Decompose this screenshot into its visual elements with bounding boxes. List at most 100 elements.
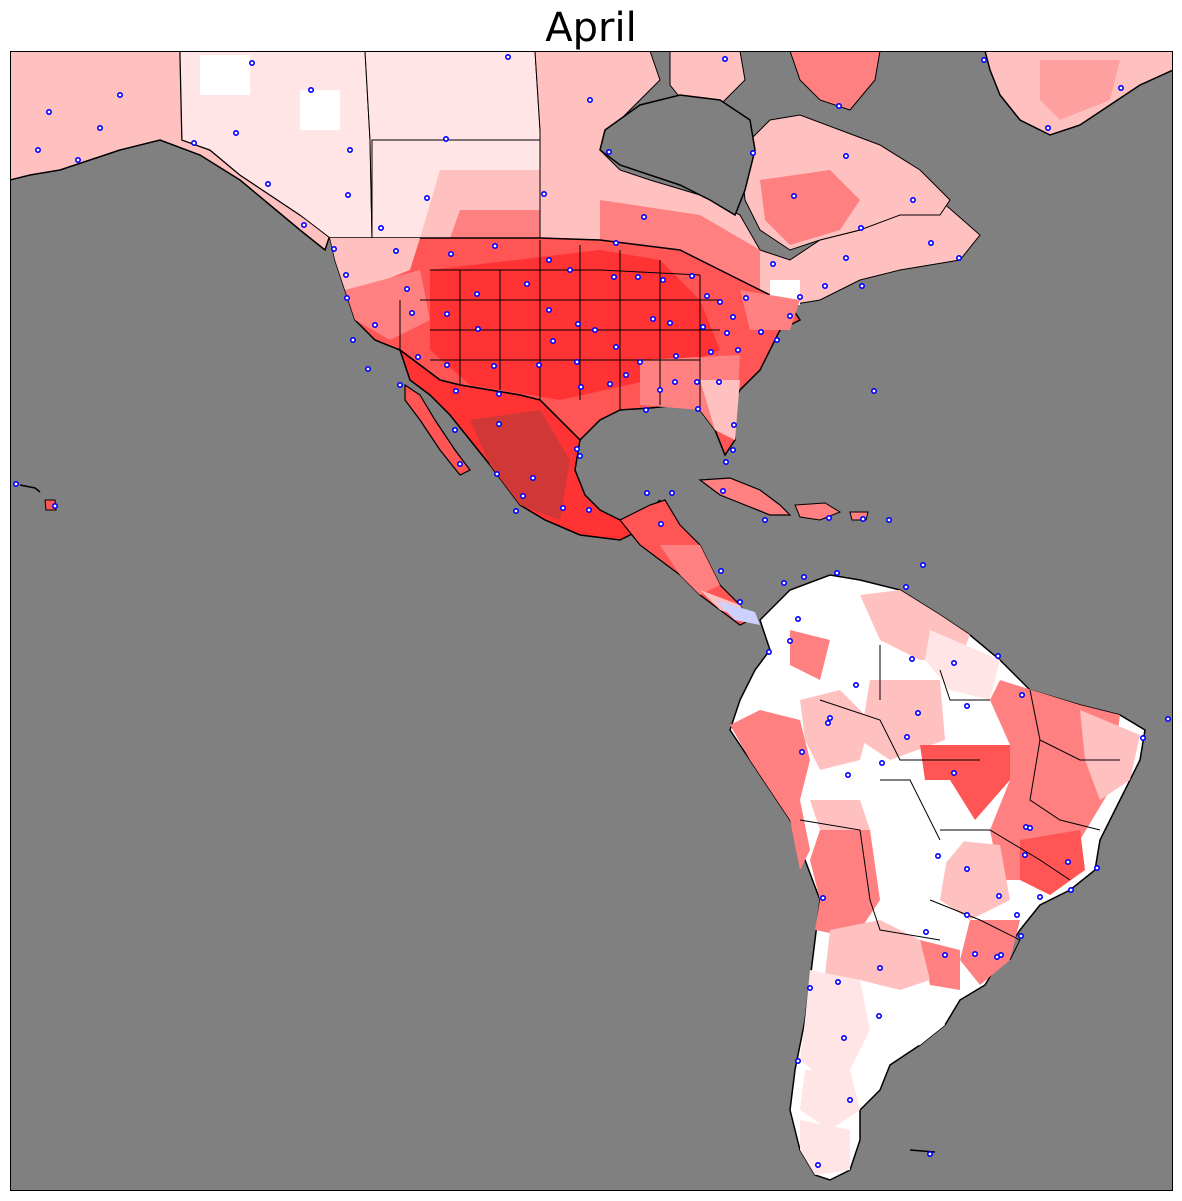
station-marker bbox=[45, 109, 52, 116]
station-marker bbox=[1045, 125, 1052, 132]
station-marker bbox=[876, 964, 883, 971]
station-marker bbox=[643, 489, 650, 496]
station-marker bbox=[495, 390, 502, 397]
station-marker bbox=[403, 285, 410, 292]
station-marker bbox=[672, 352, 679, 359]
station-marker bbox=[586, 97, 593, 104]
station-marker bbox=[606, 380, 613, 387]
station-marker bbox=[456, 460, 463, 467]
station-marker bbox=[859, 515, 866, 522]
station-marker bbox=[1018, 691, 1025, 698]
station-marker bbox=[716, 298, 723, 305]
station-marker bbox=[995, 892, 1002, 899]
station-marker bbox=[715, 378, 722, 385]
station-marker bbox=[264, 181, 271, 188]
station-marker bbox=[688, 272, 695, 279]
region-baja bbox=[404, 383, 471, 476]
station-marker bbox=[926, 1151, 933, 1158]
station-marker bbox=[34, 147, 41, 154]
station-marker bbox=[840, 1035, 847, 1042]
station-marker bbox=[870, 387, 877, 394]
station-marker bbox=[941, 951, 948, 958]
station-marker bbox=[443, 361, 450, 368]
station-marker bbox=[934, 852, 941, 859]
station-marker bbox=[452, 387, 459, 394]
station-marker bbox=[649, 315, 656, 322]
station-marker bbox=[573, 445, 580, 452]
station-marker bbox=[734, 346, 741, 353]
station-marker bbox=[451, 426, 458, 433]
station-marker bbox=[233, 130, 240, 137]
station-marker bbox=[908, 655, 915, 662]
station-marker bbox=[307, 87, 314, 94]
station-marker bbox=[493, 470, 500, 477]
station-marker bbox=[396, 381, 403, 388]
station-marker bbox=[512, 507, 519, 514]
region-cuba bbox=[698, 477, 792, 516]
station-marker bbox=[1021, 851, 1028, 858]
station-marker bbox=[800, 573, 807, 580]
station-marker bbox=[903, 733, 910, 740]
station-marker bbox=[636, 358, 643, 365]
station-marker bbox=[377, 225, 384, 232]
station-marker bbox=[612, 240, 619, 247]
station-marker bbox=[699, 323, 706, 330]
station-marker bbox=[574, 320, 581, 327]
station-marker bbox=[1037, 893, 1044, 900]
station-marker bbox=[1068, 886, 1075, 893]
station-marker bbox=[1017, 932, 1024, 939]
station-markers bbox=[13, 53, 1172, 1169]
station-marker bbox=[1165, 715, 1172, 722]
station-marker bbox=[549, 337, 556, 344]
station-marker bbox=[249, 59, 256, 66]
station-marker bbox=[729, 313, 736, 320]
station-marker bbox=[729, 446, 736, 453]
station-marker bbox=[117, 92, 124, 99]
station-marker bbox=[994, 652, 1001, 659]
station-marker bbox=[857, 225, 864, 232]
station-marker bbox=[721, 55, 728, 62]
station-marker bbox=[545, 256, 552, 263]
station-marker bbox=[909, 197, 916, 204]
station-marker bbox=[666, 319, 673, 326]
station-marker bbox=[1140, 734, 1147, 741]
station-marker bbox=[473, 290, 480, 297]
region-arctic-island-2 bbox=[789, 51, 881, 111]
station-marker bbox=[773, 336, 780, 343]
station-marker bbox=[559, 504, 566, 511]
map-frame bbox=[10, 51, 1173, 1191]
station-marker bbox=[443, 310, 450, 317]
station-marker bbox=[634, 273, 641, 280]
station-marker bbox=[833, 569, 840, 576]
station-marker bbox=[723, 329, 730, 336]
station-marker bbox=[825, 514, 832, 521]
station-marker bbox=[540, 191, 547, 198]
station-marker bbox=[535, 361, 542, 368]
station-marker bbox=[963, 865, 970, 872]
station-marker bbox=[1013, 911, 1020, 918]
station-marker bbox=[591, 326, 598, 333]
station-marker bbox=[371, 321, 378, 328]
station-marker bbox=[761, 516, 768, 523]
station-marker bbox=[612, 343, 619, 350]
station-marker bbox=[13, 480, 20, 487]
station-marker bbox=[622, 371, 629, 378]
station-marker bbox=[707, 348, 714, 355]
station-marker bbox=[519, 492, 526, 499]
station-marker bbox=[769, 260, 776, 267]
station-marker bbox=[971, 950, 978, 957]
station-marker bbox=[191, 140, 198, 147]
station-marker bbox=[605, 149, 612, 156]
station-marker bbox=[585, 506, 592, 513]
station-marker bbox=[659, 276, 666, 283]
station-marker bbox=[447, 251, 454, 258]
choropleth-map bbox=[10, 51, 1173, 1191]
station-marker bbox=[819, 894, 826, 901]
station-marker bbox=[491, 243, 498, 250]
station-marker bbox=[442, 136, 449, 143]
station-marker bbox=[950, 769, 957, 776]
map-title: April bbox=[545, 5, 637, 51]
station-marker bbox=[798, 748, 805, 755]
station-marker bbox=[1027, 824, 1034, 831]
station-marker bbox=[694, 405, 701, 412]
